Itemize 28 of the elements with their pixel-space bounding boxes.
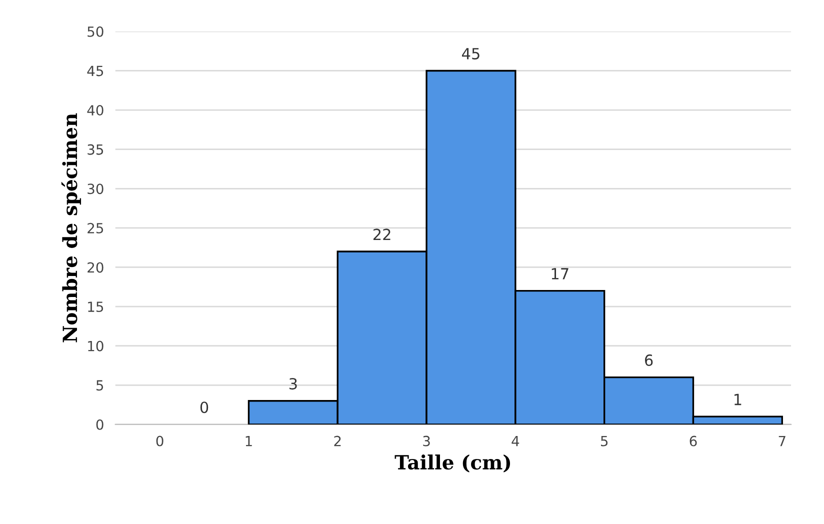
x-tick-label: 3	[423, 436, 430, 446]
x-tick-label: 1	[246, 436, 252, 446]
y-tick-label: 5	[96, 380, 104, 391]
data-label: 0	[200, 402, 208, 414]
y-tick-label: 10	[88, 340, 104, 352]
y-tick-label: 0	[96, 419, 104, 430]
x-tick-label: 2	[334, 436, 341, 446]
y-tick-label: 25	[88, 222, 104, 234]
data-label: 3	[289, 378, 297, 390]
y-tick-label: 30	[88, 184, 104, 194]
x-tick-label: 6	[690, 436, 697, 446]
x-tick-label: 5	[600, 436, 608, 446]
x-tick-label: 0	[156, 436, 164, 446]
x-axis-title: Taille (cm)	[394, 454, 510, 472]
data-label: 22	[373, 228, 390, 240]
y-tick-label: 50	[88, 26, 104, 37]
x-tick-label: 4	[512, 436, 520, 446]
y-tick-label: 15	[88, 302, 104, 312]
data-label: 17	[552, 268, 568, 280]
y-tick-label: 45	[87, 66, 104, 76]
y-tick-label: 40	[87, 105, 104, 116]
x-tick-label: 7	[778, 436, 786, 446]
y-tick-label: 20	[88, 262, 104, 273]
data-label: 45	[462, 48, 480, 60]
y-axis-title: Nombre de spécimen	[61, 113, 82, 342]
data-label: 1	[734, 394, 742, 406]
data-label: 6	[645, 354, 653, 366]
y-tick-label: 35	[88, 144, 104, 155]
